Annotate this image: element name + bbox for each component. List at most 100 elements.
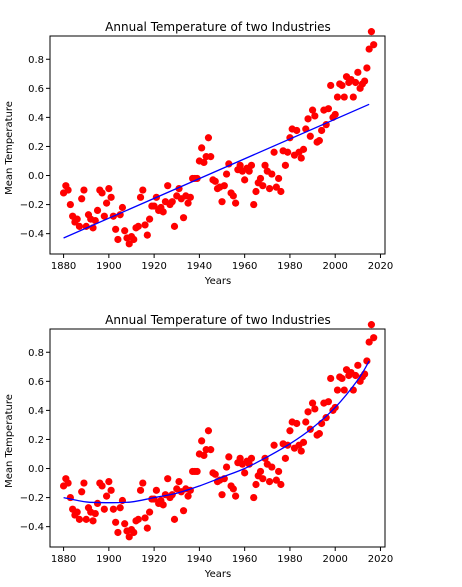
data-point [256, 467, 265, 476]
data-point [220, 182, 228, 190]
data-point [281, 161, 290, 169]
y-tick-label: 0.6 [28, 377, 44, 388]
data-point [277, 480, 285, 489]
x-tick-label: 2000 [322, 261, 347, 272]
data-point [204, 134, 213, 142]
data-point [121, 520, 129, 528]
data-point [340, 93, 348, 101]
data-point [331, 110, 339, 119]
data-point [130, 528, 138, 537]
data-point [250, 200, 258, 209]
y-ticks: −0.4 −0.2 0.0 0.2 0.4 0.6 0.8 [20, 55, 50, 240]
data-point [159, 208, 167, 216]
y-tick-label: 0.4 [28, 113, 44, 124]
data-point [164, 182, 172, 190]
data-point [91, 509, 99, 518]
y-tick-label: −0.2 [20, 493, 44, 504]
data-point [247, 454, 256, 462]
data-point [105, 478, 113, 486]
data-point [100, 505, 108, 513]
data-point [327, 81, 335, 90]
data-point [304, 408, 312, 416]
y-tick-label: 0.0 [28, 464, 44, 475]
plot-frame [49, 35, 386, 255]
data-point [198, 144, 206, 152]
data-point [141, 221, 149, 229]
data-point [259, 182, 267, 190]
data-point [302, 418, 310, 426]
data-point [80, 186, 88, 194]
y-tick-label: 0.8 [28, 348, 44, 359]
data-point [241, 469, 249, 477]
y-tick-label: 0.2 [28, 435, 44, 446]
data-point [145, 508, 154, 516]
data-point [193, 467, 201, 476]
data-point [261, 161, 269, 169]
data-point [270, 148, 278, 156]
data-point [361, 77, 369, 85]
data-point [340, 386, 348, 394]
data-point [370, 334, 378, 342]
data-point [354, 68, 362, 76]
data-point [272, 476, 280, 484]
data-point [268, 170, 276, 178]
x-tick-label: 2020 [368, 554, 393, 565]
y-ticks: −0.4 −0.2 0.0 0.2 0.4 0.6 0.8 [20, 348, 50, 533]
x-tick-label: 1900 [96, 554, 121, 565]
data-point [130, 235, 138, 244]
data-point [211, 177, 219, 185]
data-point [134, 515, 142, 523]
data-point [315, 430, 323, 438]
data-point [118, 203, 127, 212]
data-point [112, 225, 120, 233]
data-point [306, 132, 314, 140]
chart-title: Annual Temperature of two Industries [105, 20, 331, 34]
data-point [349, 93, 357, 101]
data-point [125, 240, 133, 248]
x-tick-label: 1980 [277, 261, 302, 272]
data-point [170, 515, 179, 523]
data-point [333, 93, 342, 101]
y-tick-label: 0.8 [28, 55, 44, 66]
x-tick-label: 1960 [232, 554, 257, 565]
data-point [80, 479, 88, 487]
data-point [186, 193, 194, 201]
data-point [112, 518, 120, 526]
scatter-points [59, 321, 378, 541]
data-point [66, 200, 74, 209]
data-point [236, 161, 244, 169]
data-point [252, 480, 260, 489]
data-point [73, 508, 81, 516]
data-point [222, 463, 231, 471]
data-point [367, 321, 376, 329]
data-point [114, 528, 122, 537]
data-point [265, 478, 274, 486]
data-point [152, 486, 160, 494]
data-point [270, 441, 278, 449]
data-point [338, 374, 346, 383]
data-point [247, 161, 256, 169]
x-tick-label: 1940 [187, 261, 212, 272]
data-point [107, 486, 115, 494]
x-ticks: 1880 1900 1920 1940 1960 1980 2000 2020 [51, 547, 393, 565]
data-point [218, 491, 226, 499]
data-point [252, 187, 260, 196]
data-point [322, 414, 330, 422]
linear-fit-panel: Annual Temperature of two Industries Mea… [4, 20, 393, 287]
data-point [98, 482, 106, 490]
data-point [82, 515, 90, 523]
data-point [179, 214, 188, 222]
data-point [315, 137, 323, 145]
data-point [75, 222, 84, 230]
data-point [64, 479, 72, 487]
data-point [232, 492, 240, 500]
data-point [232, 199, 240, 207]
data-point [324, 105, 333, 113]
data-point [351, 78, 360, 87]
x-axis-label: Years [204, 276, 231, 287]
data-point [91, 216, 99, 225]
data-point [293, 126, 301, 135]
data-point [275, 467, 283, 476]
y-tick-label: −0.4 [20, 522, 44, 533]
